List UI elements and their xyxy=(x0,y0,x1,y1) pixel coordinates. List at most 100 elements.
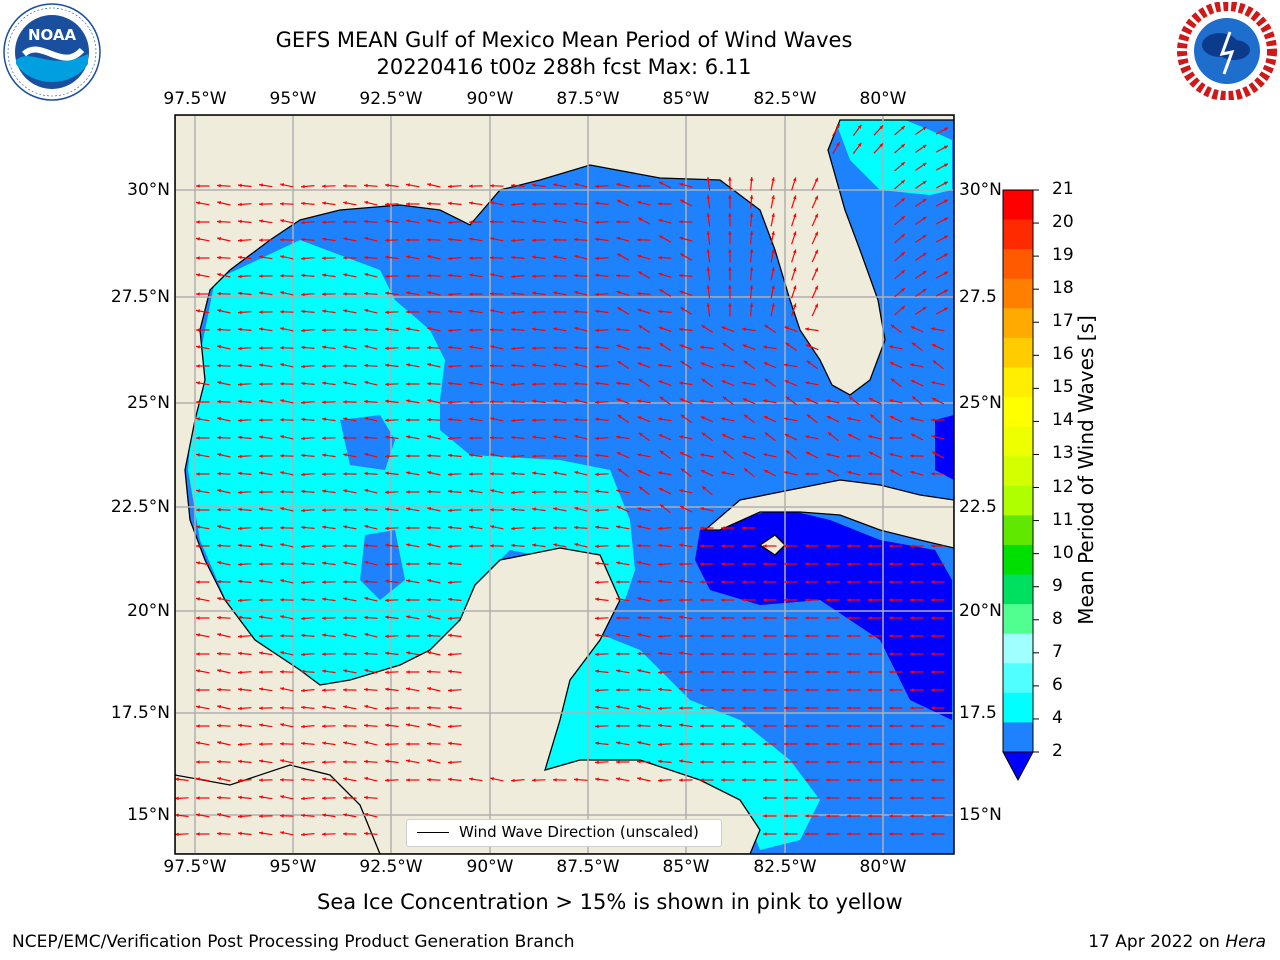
wind-arrow-head xyxy=(742,526,746,530)
wind-arrow-head xyxy=(617,468,622,473)
wind-arrow-head xyxy=(259,490,263,494)
wind-arrow-head xyxy=(280,291,285,295)
nws-logo xyxy=(1177,2,1277,100)
wind-arrow-head xyxy=(448,544,452,549)
wind-direction-arrows xyxy=(175,123,949,837)
wind-arrow-head xyxy=(490,184,494,188)
lon-tick-top: 95°W xyxy=(269,89,317,109)
colorbar-tick-label: 8 xyxy=(1052,608,1063,629)
wind-arrow-head xyxy=(469,237,473,241)
wind-arrow-head xyxy=(784,634,788,638)
wind-arrow-head xyxy=(385,310,389,315)
wind-arrow-head xyxy=(595,580,599,585)
wind-arrow-head xyxy=(679,220,683,224)
wind-arrow-head xyxy=(910,562,914,566)
lat-tick-right: 17.5 xyxy=(959,703,997,723)
wind-arrow-head xyxy=(385,759,389,764)
wind-arrow-head xyxy=(805,706,809,710)
wind-arrow-head xyxy=(385,579,389,584)
wind-arrow-head xyxy=(728,249,732,253)
wind-arrow-head xyxy=(922,126,927,131)
wind-arrow-head xyxy=(427,489,431,494)
map-grid xyxy=(175,115,954,854)
wind-arrow-head xyxy=(196,381,200,385)
wind-arrow-head xyxy=(175,813,179,818)
wind-arrow-head xyxy=(637,416,642,420)
wind-arrow-head xyxy=(616,236,621,241)
wind-arrow-head xyxy=(847,544,851,548)
wind-arrow-head xyxy=(616,525,620,529)
wind-arrow-head xyxy=(722,343,727,347)
wind-arrow-head xyxy=(532,778,536,782)
wind-arrow-head xyxy=(343,705,347,709)
wind-arrow-head xyxy=(406,435,410,439)
wind-arrow-head xyxy=(238,759,242,764)
wind-arrow-head xyxy=(616,344,621,348)
wind-arrow-head xyxy=(343,489,347,493)
wind-arrow-head xyxy=(574,201,578,206)
wind-arrow-head xyxy=(763,634,767,638)
wind-arrow-head xyxy=(742,562,746,566)
colorbar-label: Mean Period of Wind Waves [s] xyxy=(1074,315,1098,625)
wind-arrow-head xyxy=(469,309,473,313)
wind-arrow-head xyxy=(427,219,432,223)
wind-arrow-head xyxy=(922,234,927,239)
wind-arrow-head xyxy=(385,634,389,639)
wind-arrow-head xyxy=(280,310,284,314)
wind-arrow-head xyxy=(469,489,473,493)
wind-arrow-head xyxy=(943,235,948,240)
wind-arrow-head xyxy=(259,651,263,655)
wind-arrow-head xyxy=(322,760,326,764)
wind-arrow-head xyxy=(553,471,557,475)
wind-arrow-head xyxy=(301,436,305,441)
wind-arrow-head xyxy=(826,778,830,782)
wind-arrow-head xyxy=(595,669,599,674)
wind-arrow-head xyxy=(792,249,797,254)
wind-arrow-head xyxy=(763,706,767,710)
wind-arrow-head xyxy=(805,760,809,764)
wind-arrow-head xyxy=(805,562,809,566)
wind-arrow-head xyxy=(910,652,914,656)
wind-arrow-head xyxy=(706,177,711,181)
wind-arrow-head xyxy=(889,436,893,440)
wind-arrow-head xyxy=(637,579,641,584)
wind-arrow-head xyxy=(406,490,410,494)
wind-arrow-head xyxy=(595,237,599,242)
wind-arrow-head xyxy=(301,561,305,566)
wind-arrow-head xyxy=(805,580,809,584)
colorbar-cell xyxy=(1003,278,1033,309)
wind-arrow-head xyxy=(427,669,431,674)
wind-arrow-head xyxy=(427,399,432,403)
wind-arrow-head xyxy=(721,562,725,566)
wind-arrow-head xyxy=(280,831,285,835)
wind-arrow-head xyxy=(511,238,515,243)
wind-arrow-head xyxy=(343,453,347,457)
wind-arrow-head xyxy=(806,414,811,419)
wind-arrow-head xyxy=(238,274,242,279)
wind-arrow-head xyxy=(238,723,242,728)
wind-arrow-head xyxy=(259,274,263,278)
wind-arrow-head xyxy=(910,760,914,764)
wind-arrow-head xyxy=(406,706,410,710)
wind-arrow-head xyxy=(659,396,664,401)
wind-arrow-head xyxy=(343,381,347,385)
wind-arrow-head xyxy=(301,652,305,657)
wind-arrow-head xyxy=(900,162,905,166)
wind-arrow-head xyxy=(196,364,200,368)
wind-arrow-head xyxy=(301,669,305,674)
wind-arrow-head xyxy=(343,292,347,296)
wind-arrow-head xyxy=(900,252,905,256)
wind-arrow-head xyxy=(638,325,643,329)
wind-arrow-head xyxy=(196,760,200,764)
colorbar-frame xyxy=(1002,189,1034,753)
wind-arrow-head xyxy=(889,796,893,800)
wind-arrow-head xyxy=(658,706,662,711)
wind-arrow-head xyxy=(910,454,914,458)
wind-arrow-head xyxy=(659,450,664,455)
wind-arrow-head xyxy=(889,345,893,349)
wind-arrow-head xyxy=(448,760,452,765)
wind-arrow-head xyxy=(728,267,732,271)
wind-arrow-head xyxy=(595,508,599,513)
wind-arrow-head xyxy=(617,414,622,419)
wind-arrow-head xyxy=(217,201,222,205)
